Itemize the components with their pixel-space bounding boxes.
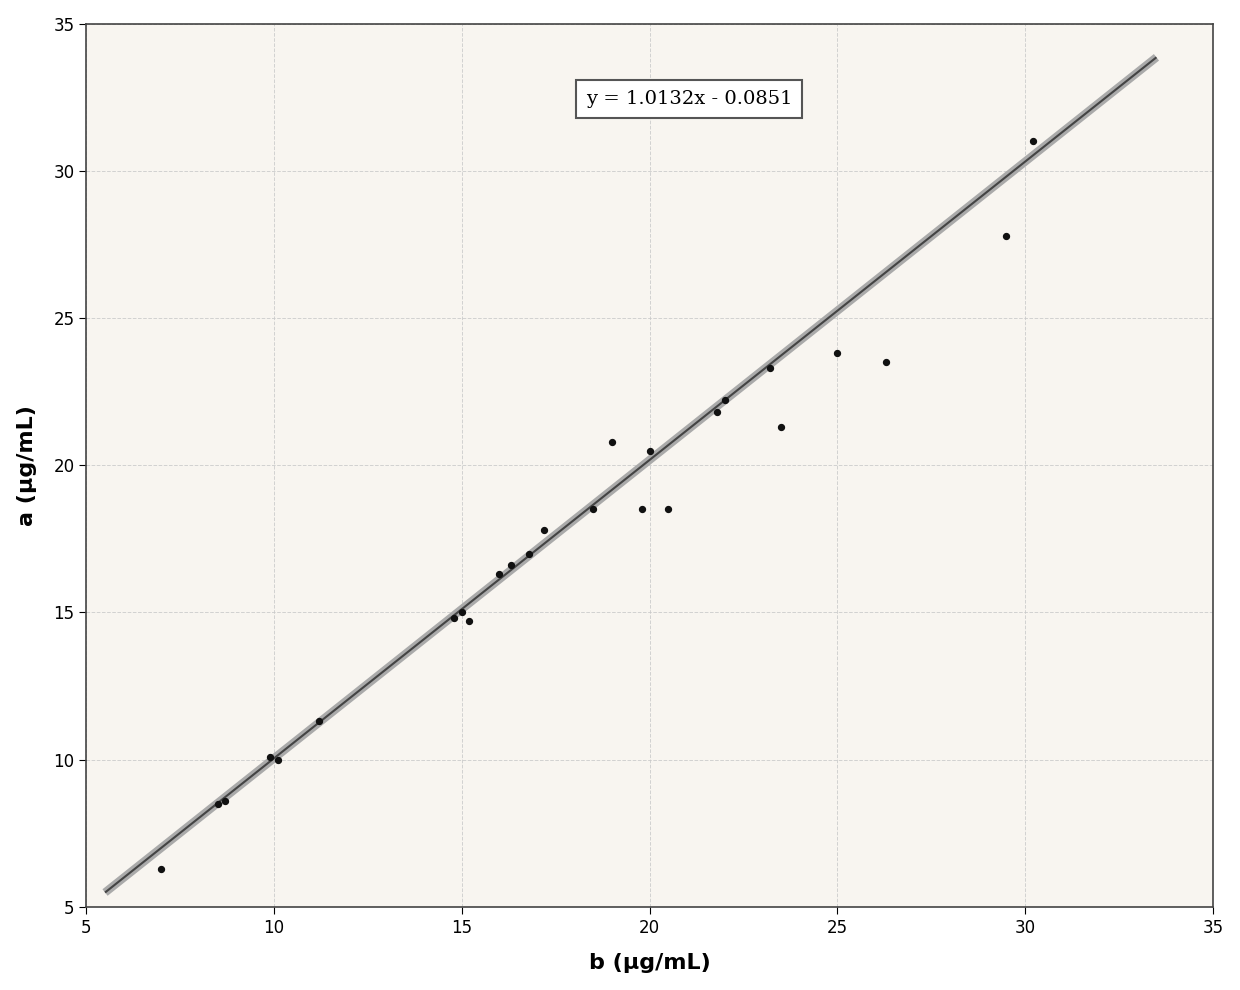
Point — [501, 557, 521, 573]
Y-axis label: a (μg/mL): a (μg/mL) — [16, 405, 37, 526]
Point — [996, 228, 1016, 244]
X-axis label: b (μg/mL): b (μg/mL) — [589, 953, 711, 973]
Point — [632, 502, 652, 518]
Point — [707, 404, 727, 420]
Point — [520, 545, 539, 561]
Point — [640, 443, 660, 458]
Point — [760, 360, 780, 376]
Point — [451, 605, 471, 621]
Point — [714, 393, 734, 409]
Point — [459, 614, 479, 630]
Point — [490, 566, 510, 582]
Text: y = 1.0132x - 0.0851: y = 1.0132x - 0.0851 — [585, 90, 792, 108]
Point — [216, 793, 236, 809]
Point — [827, 346, 847, 361]
Point — [877, 354, 897, 370]
Point — [534, 522, 554, 538]
Point — [260, 748, 280, 764]
Point — [603, 434, 622, 449]
Point — [583, 502, 603, 518]
Point — [309, 714, 329, 730]
Point — [658, 502, 678, 518]
Point — [208, 796, 228, 812]
Point — [771, 419, 791, 435]
Point — [1023, 134, 1043, 149]
Point — [444, 611, 464, 627]
Point — [268, 751, 288, 767]
Point — [151, 860, 171, 876]
